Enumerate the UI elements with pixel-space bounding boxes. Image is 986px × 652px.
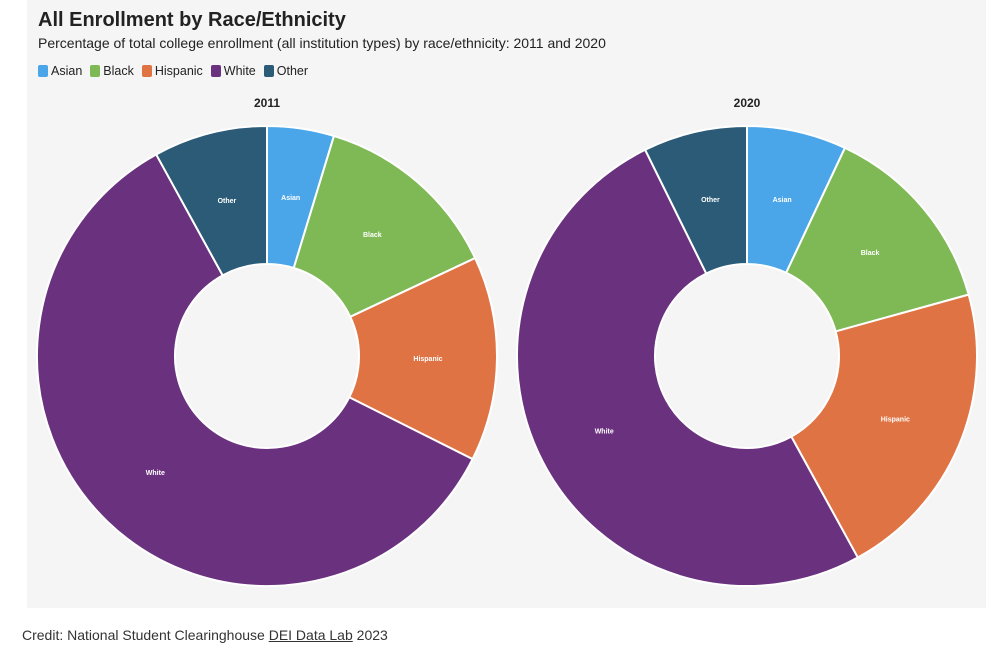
slice-label-other: Other [218,198,237,205]
legend-swatch [263,65,274,77]
legend-label: White [223,64,256,78]
slice-white[interactable] [36,153,474,587]
credit-prefix: Credit: National Student Clearinghouse [22,627,265,643]
legend-swatch [90,65,101,77]
legend-item-white[interactable]: White [210,64,256,78]
slice-label-white: White [146,470,165,477]
legend-label: Asian [51,64,83,78]
donut-title: 2011 [254,96,280,110]
slice-label-hispanic: Hispanic [413,356,442,363]
slice-label-hispanic: Hispanic [881,417,910,424]
slice-other[interactable] [643,124,748,275]
chart-title: All Enrollment by Race/Ethnicity [38,9,346,31]
slice-black[interactable] [292,134,477,319]
legend-item-other[interactable]: Other [263,64,309,78]
slice-hispanic[interactable] [347,256,498,461]
slice-label-asian: Asian [773,197,792,204]
credit-line: Credit: National Student Clearinghouse D… [22,627,388,643]
chart-subtitle: Percentage of total college enrollment (… [38,35,606,51]
legend: Asian Black Hispanic White Other [38,64,308,78]
legend-label: Black [103,64,134,78]
slice-white[interactable] [516,148,860,587]
slice-label-other: Other [701,197,720,204]
slice-label-white: White [595,428,614,435]
slice-other[interactable] [154,124,268,277]
legend-item-asian[interactable]: Asian [38,64,82,78]
legend-swatch [141,65,152,77]
credit-suffix: 2023 [356,627,388,643]
legend-item-black[interactable]: Black [90,64,134,78]
donut-chart-2020: 2020 Asian Black Hispanic White Other [516,96,978,587]
dei-data-lab-link[interactable]: DEI Data Lab [268,627,353,643]
legend-swatch [38,65,48,77]
slice-label-black: Black [861,250,880,257]
slice-label-asian: Asian [281,195,300,202]
donut-title: 2020 [734,96,761,110]
legend-item-hispanic[interactable]: Hispanic [141,64,203,78]
legend-swatch [210,65,221,77]
slice-black[interactable] [784,146,970,333]
slice-label-black: Black [363,232,382,239]
donut-chart-2011: 2011 Asian Black Hispanic White Other [36,96,498,587]
legend-label: Hispanic [154,64,203,78]
legend-label: Other [276,64,309,78]
slice-hispanic[interactable] [789,293,978,559]
